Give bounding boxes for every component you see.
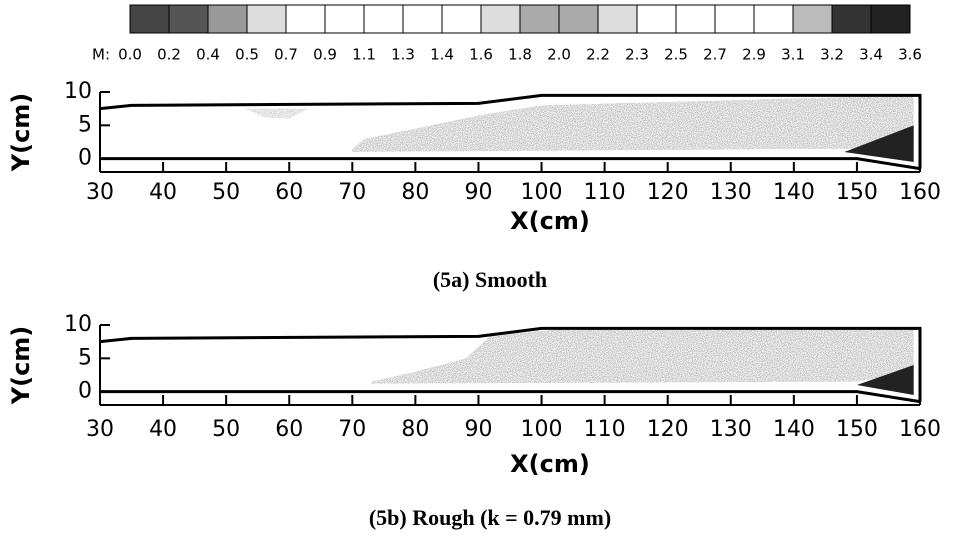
colorbar-tick-label: 2.0 <box>547 46 571 64</box>
colorbar-box <box>519 4 560 34</box>
caption: (5b) Rough (k = 0.79 mm) <box>369 505 611 530</box>
y-tick-label: 5 <box>78 345 92 370</box>
colorbar-tick-label: 1.6 <box>469 46 493 64</box>
colorbar-box <box>597 4 638 34</box>
x-tick-label: 100 <box>521 417 563 442</box>
high-mach-region <box>856 365 914 395</box>
colorbar-box <box>558 4 599 34</box>
x-tick-label: 110 <box>584 180 626 205</box>
colorbar-tick-label: 3.2 <box>820 46 844 64</box>
colorbar-box <box>714 4 755 34</box>
separation-region <box>245 108 309 119</box>
x-tick-label: 40 <box>149 417 177 442</box>
colorbar-tick-label: 3.1 <box>781 46 805 64</box>
colorbar-box <box>441 4 482 34</box>
x-tick-label: 130 <box>710 417 752 442</box>
x-tick-label: 50 <box>212 180 240 205</box>
lower-wall <box>100 390 921 404</box>
colorbar-tick-label: 0.7 <box>274 46 298 64</box>
colorbar-box <box>831 4 872 34</box>
x-tick-label: 50 <box>212 417 240 442</box>
colorbar-tick-label: 0.4 <box>196 46 220 64</box>
colorbar-tick-label: 2.9 <box>742 46 766 64</box>
x-tick-label: 100 <box>521 180 563 205</box>
x-axis-label: X(cm) <box>510 207 590 235</box>
colorbar-tick-label: 1.3 <box>391 46 415 64</box>
colorbar-box <box>402 4 443 34</box>
colorbar-tick-label: 2.7 <box>703 46 727 64</box>
y-tick-label: 10 <box>64 312 92 337</box>
colorbar-box <box>792 4 833 34</box>
x-tick-label: 120 <box>647 180 689 205</box>
x-tick-label: 130 <box>710 180 752 205</box>
y-axis-label: Y(cm) <box>7 93 35 173</box>
x-tick-label: 140 <box>773 180 815 205</box>
colorbar-box <box>870 4 911 34</box>
y-tick-label: 10 <box>64 79 92 104</box>
x-tick-label: 90 <box>464 417 492 442</box>
colorbar-tick-label: 0.5 <box>235 46 259 64</box>
colorbar-tick-label: 1.1 <box>352 46 376 64</box>
x-tick-label: 60 <box>275 180 303 205</box>
colorbar-box <box>636 4 677 34</box>
x-tick-label: 70 <box>338 417 366 442</box>
x-tick-label: 140 <box>773 417 815 442</box>
x-tick-label: 80 <box>401 417 429 442</box>
x-tick-label: 90 <box>464 180 492 205</box>
x-axis-label: X(cm) <box>510 450 590 478</box>
colorbar-box <box>753 4 794 34</box>
lower-wall <box>100 157 921 171</box>
x-tick-label: 160 <box>899 180 941 205</box>
x-tick-label: 60 <box>275 417 303 442</box>
colorbar-tick-label: 0.0 <box>118 46 142 64</box>
colorbar-label: M: <box>92 46 110 64</box>
colorbar-box <box>480 4 521 34</box>
x-tick-label: 150 <box>836 180 878 205</box>
colorbar-box <box>675 4 716 34</box>
upper-wall <box>99 326 922 402</box>
y-tick-label: 0 <box>78 146 92 171</box>
x-tick-label: 120 <box>647 417 689 442</box>
colorbar-box <box>285 4 326 34</box>
x-tick-label: 150 <box>836 417 878 442</box>
x-tick-label: 110 <box>584 417 626 442</box>
x-tick-label: 30 <box>86 180 114 205</box>
x-tick-label: 80 <box>401 180 429 205</box>
supersonic-region <box>352 95 914 152</box>
colorbar-tick-label: 2.2 <box>586 46 610 64</box>
colorbar-tick-label: 3.6 <box>898 46 922 64</box>
y-tick-label: 5 <box>78 112 92 137</box>
colorbar-tick-label: 1.8 <box>508 46 532 64</box>
upper-wall <box>99 93 922 169</box>
y-axis-label: Y(cm) <box>7 326 35 406</box>
x-tick-label: 70 <box>338 180 366 205</box>
colorbar-box <box>324 4 365 34</box>
colorbar-box <box>246 4 287 34</box>
colorbar-tick-label: 3.4 <box>859 46 883 64</box>
y-tick-label: 0 <box>78 379 92 404</box>
colorbar-box <box>207 4 248 34</box>
colorbar-box <box>363 4 404 34</box>
high-mach-region <box>844 125 914 162</box>
supersonic-region <box>371 328 914 384</box>
colorbar-tick-label: 2.3 <box>625 46 649 64</box>
x-tick-label: 160 <box>899 417 941 442</box>
colorbar-box <box>129 4 170 34</box>
colorbar-tick-label: 0.2 <box>157 46 181 64</box>
caption: (5a) Smooth <box>433 267 547 292</box>
colorbar-box <box>168 4 209 34</box>
colorbar-tick-label: 1.4 <box>430 46 454 64</box>
x-tick-label: 40 <box>149 180 177 205</box>
colorbar-tick-label: 2.5 <box>664 46 688 64</box>
x-tick-label: 30 <box>86 417 114 442</box>
colorbar-tick-label: 0.9 <box>313 46 337 64</box>
